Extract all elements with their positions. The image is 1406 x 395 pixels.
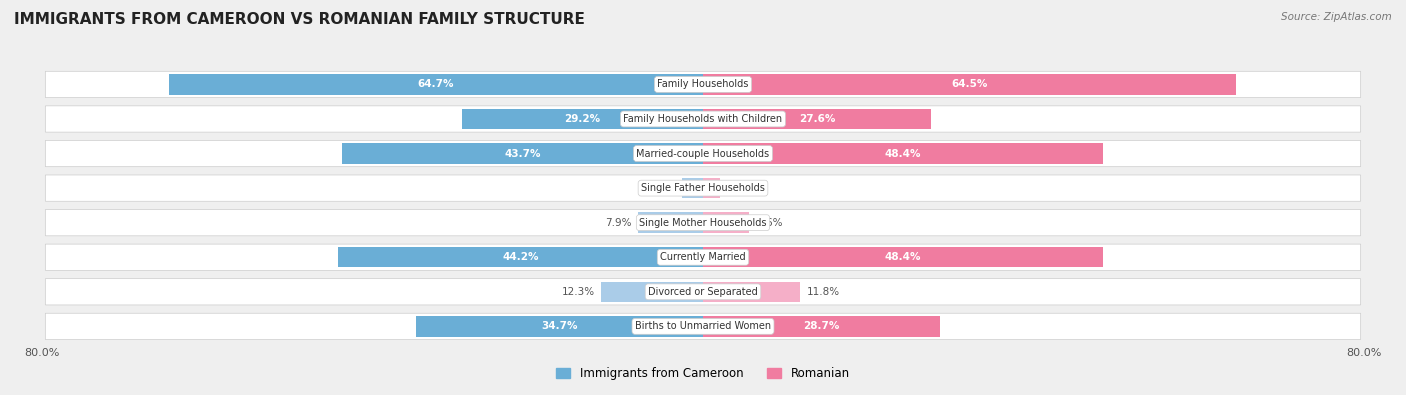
FancyBboxPatch shape	[45, 279, 1361, 305]
Bar	[602, 282, 703, 302]
Text: 2.5%: 2.5%	[650, 183, 676, 193]
Bar	[703, 247, 1102, 267]
Text: 28.7%: 28.7%	[803, 322, 839, 331]
Bar	[703, 316, 941, 337]
Text: 48.4%: 48.4%	[884, 252, 921, 262]
Text: Births to Unmarried Women: Births to Unmarried Women	[636, 322, 770, 331]
Bar	[703, 143, 1102, 164]
Bar	[337, 247, 703, 267]
Bar	[703, 109, 931, 129]
Bar	[682, 178, 703, 198]
Bar	[703, 178, 720, 198]
FancyBboxPatch shape	[45, 106, 1361, 132]
Text: 64.5%: 64.5%	[952, 79, 987, 89]
FancyBboxPatch shape	[45, 175, 1361, 201]
Text: Family Households: Family Households	[658, 79, 748, 89]
Legend: Immigrants from Cameroon, Romanian: Immigrants from Cameroon, Romanian	[551, 363, 855, 385]
FancyBboxPatch shape	[45, 71, 1361, 98]
Bar	[703, 74, 1236, 95]
FancyBboxPatch shape	[45, 209, 1361, 236]
Text: Family Households with Children: Family Households with Children	[623, 114, 783, 124]
Text: Single Father Households: Single Father Households	[641, 183, 765, 193]
Text: Married-couple Households: Married-couple Households	[637, 149, 769, 158]
Text: 34.7%: 34.7%	[541, 322, 578, 331]
Text: 12.3%: 12.3%	[561, 287, 595, 297]
Text: 5.6%: 5.6%	[756, 218, 782, 228]
Text: 2.1%: 2.1%	[727, 183, 754, 193]
Text: Source: ZipAtlas.com: Source: ZipAtlas.com	[1281, 12, 1392, 22]
Text: 11.8%: 11.8%	[807, 287, 841, 297]
Bar	[703, 282, 800, 302]
Text: 48.4%: 48.4%	[884, 149, 921, 158]
FancyBboxPatch shape	[45, 313, 1361, 340]
Bar	[461, 109, 703, 129]
Text: 27.6%: 27.6%	[799, 114, 835, 124]
Text: 7.9%: 7.9%	[605, 218, 631, 228]
Text: 64.7%: 64.7%	[418, 79, 454, 89]
Bar	[416, 316, 703, 337]
Bar	[169, 74, 703, 95]
Bar	[638, 213, 703, 233]
Text: Single Mother Households: Single Mother Households	[640, 218, 766, 228]
Text: Divorced or Separated: Divorced or Separated	[648, 287, 758, 297]
Text: 44.2%: 44.2%	[502, 252, 538, 262]
Text: 29.2%: 29.2%	[564, 114, 600, 124]
FancyBboxPatch shape	[45, 244, 1361, 270]
Text: Currently Married: Currently Married	[661, 252, 745, 262]
Bar	[342, 143, 703, 164]
Bar	[703, 213, 749, 233]
Text: IMMIGRANTS FROM CAMEROON VS ROMANIAN FAMILY STRUCTURE: IMMIGRANTS FROM CAMEROON VS ROMANIAN FAM…	[14, 12, 585, 27]
FancyBboxPatch shape	[45, 141, 1361, 167]
Text: 43.7%: 43.7%	[505, 149, 541, 158]
